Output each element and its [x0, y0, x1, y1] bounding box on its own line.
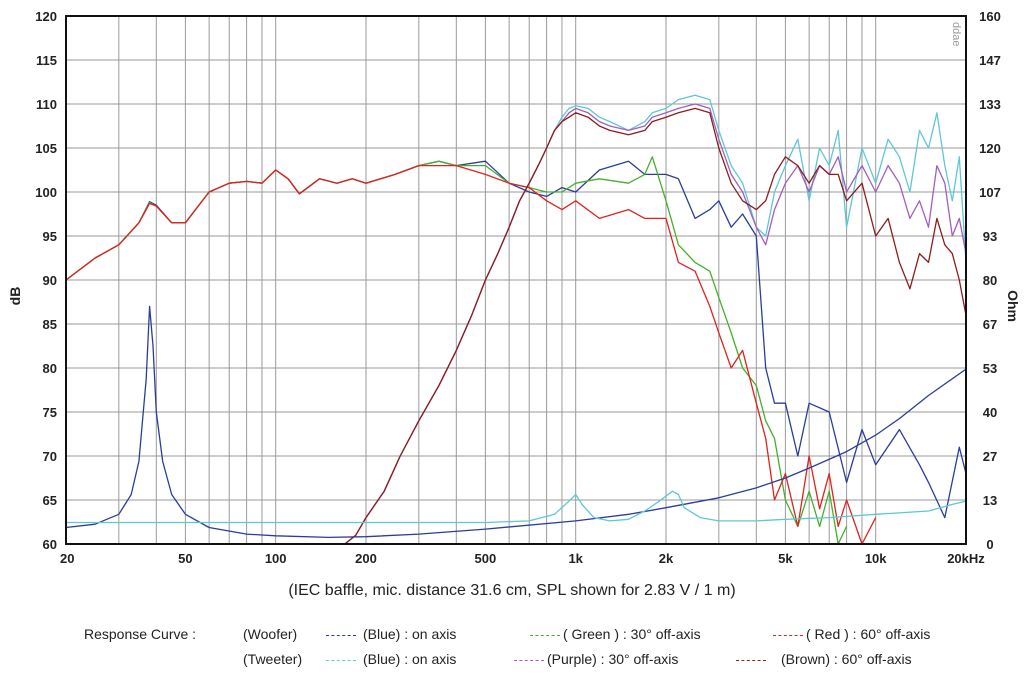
x-tick-label: 10k — [865, 551, 887, 566]
x-tick-label: 2k — [659, 551, 674, 566]
y-tick-label-left: 95 — [43, 229, 57, 244]
y-tick-label-left: 105 — [35, 141, 57, 156]
x-tick-label: 20 — [60, 551, 74, 566]
y-tick-label-right: 160 — [979, 9, 1001, 24]
y-tick-label-right: 93 — [983, 229, 997, 244]
y-tick-label-left: 70 — [43, 449, 57, 464]
watermark: ddae — [950, 22, 962, 46]
plot-frame — [65, 15, 967, 545]
series-line-tweeter_on — [344, 94, 967, 545]
x-tick-label: 20kHz — [947, 551, 985, 566]
y-tick-label-left: 85 — [43, 317, 57, 332]
axis-ticks: 20 50 100 200 500 1k 2k 5k 10k 20kHz 60 65 70 75 80 85 9… — [35, 9, 1001, 566]
y-tick-label-left: 60 — [43, 537, 57, 552]
y-axis-title-left: dB — [7, 287, 23, 306]
y-tick-label-left: 75 — [43, 405, 57, 420]
y-tick-label-left: 100 — [35, 185, 57, 200]
y-tick-label-right: 13 — [983, 493, 997, 508]
x-tick-label: 5k — [778, 551, 793, 566]
y-tick-label-right: 27 — [983, 449, 997, 464]
y-tick-label-right: 133 — [979, 97, 1001, 112]
y-tick-label-right: 80 — [983, 273, 997, 288]
x-tick-label: 100 — [265, 551, 287, 566]
x-tick-label: 1k — [568, 551, 583, 566]
y-tick-label-right: 67 — [983, 317, 997, 332]
y-tick-label-left: 115 — [36, 53, 57, 68]
y-tick-label-left: 110 — [36, 97, 57, 112]
chart-grid — [66, 16, 966, 544]
chart-series-group — [65, 94, 967, 545]
y-tick-label-right: 147 — [979, 53, 1001, 68]
y-tick-label-right: 120 — [979, 141, 1001, 156]
x-tick-label: 200 — [355, 551, 377, 566]
y-tick-label-left: 120 — [35, 9, 57, 24]
series-line-tweeter_60 — [344, 107, 967, 545]
series-line-woofer_60 — [65, 164, 877, 545]
x-tick-label: 50 — [178, 551, 192, 566]
y-axis-title-right: Ohm — [1005, 290, 1021, 322]
y-tick-label-left: 65 — [43, 493, 57, 508]
y-tick-label-right: 40 — [983, 405, 997, 420]
y-tick-label-right: 53 — [983, 361, 997, 376]
plot-border — [65, 15, 967, 545]
series-line-woofer_impedance — [65, 305, 967, 539]
x-tick-label: 500 — [475, 551, 497, 566]
chart-caption: (IEC baffle, mic. distance 31.6 cm, SPL … — [288, 582, 736, 599]
y-tick-label-left: 90 — [43, 273, 57, 288]
series-line-tweeter_impedance — [66, 490, 967, 524]
y-tick-label-left: 80 — [43, 361, 57, 376]
y-tick-label-right: 107 — [979, 185, 1001, 200]
y-tick-label-right: 0 — [986, 537, 993, 552]
series-line-woofer_on — [65, 160, 967, 519]
